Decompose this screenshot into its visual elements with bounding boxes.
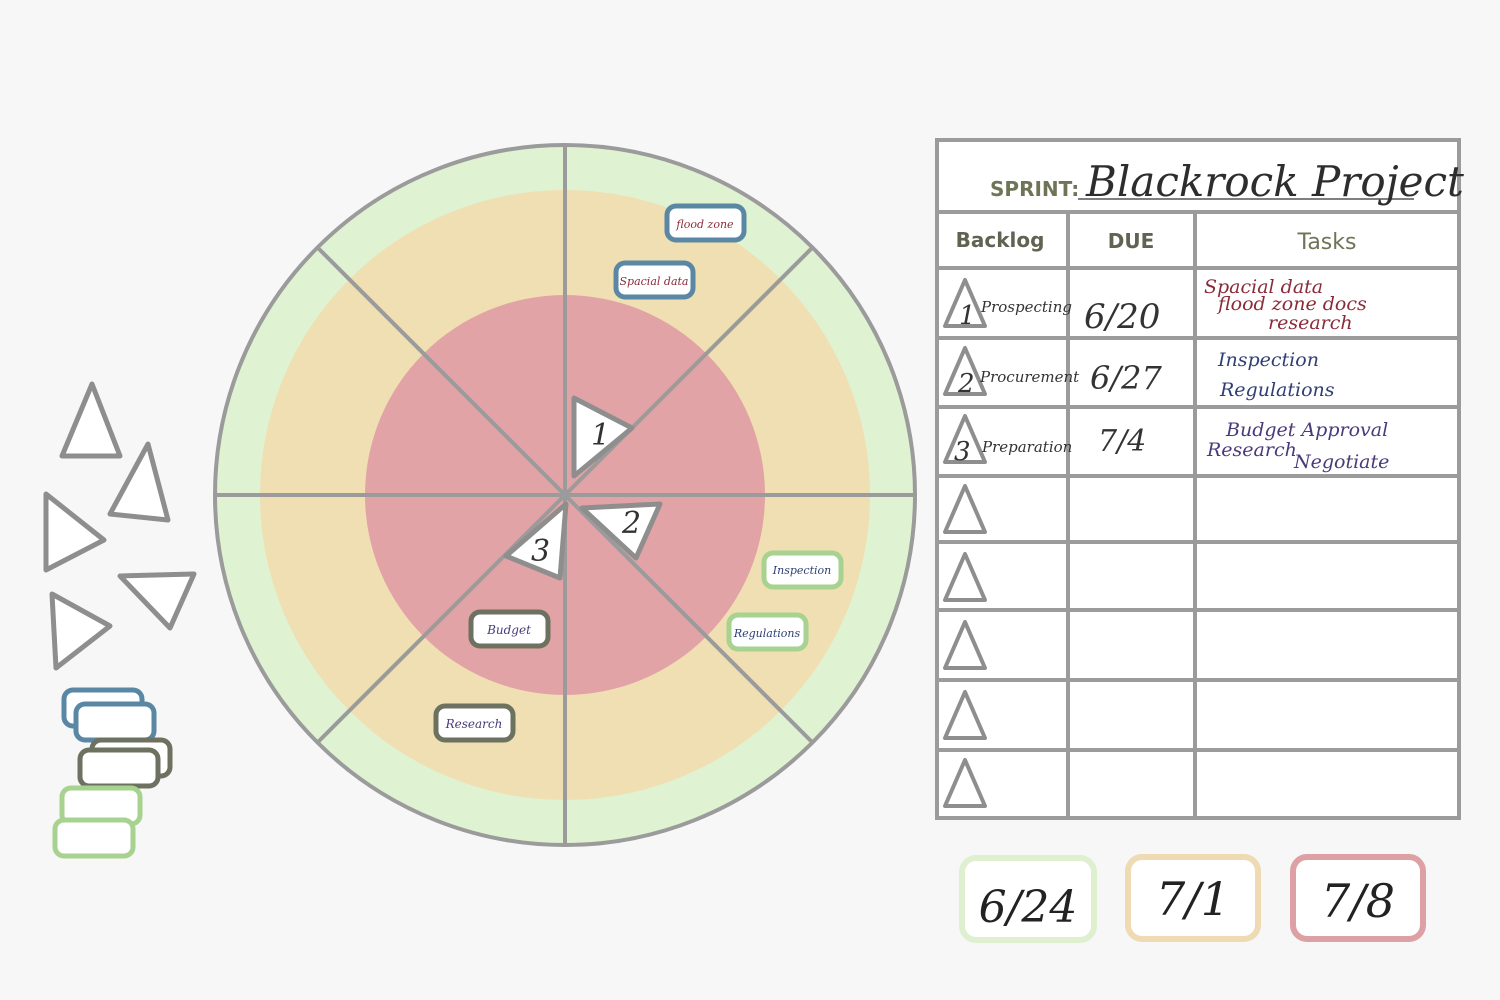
legend-outer-label: 6/24 xyxy=(979,882,1078,933)
wheel-tag-spacial-data[interactable]: Spacial data xyxy=(613,260,696,300)
row-1-task-2: flood zone docs xyxy=(1216,293,1367,315)
loose-marker-5[interactable] xyxy=(49,591,113,671)
wheel-marker-3[interactable]: 3 xyxy=(503,501,569,581)
row-markers xyxy=(943,278,987,808)
row-3-task-1: Budget Approval xyxy=(1225,419,1388,441)
wheel-tag-inspection[interactable]: Inspection xyxy=(761,550,844,590)
loose-marker-4[interactable] xyxy=(117,571,197,631)
row-3-item: Preparation xyxy=(981,438,1072,456)
legend-middle-ring[interactable]: 7/1 xyxy=(1125,854,1261,942)
wheel-marker-1[interactable]: 1 xyxy=(571,395,635,479)
wheel-tag-research[interactable]: Research xyxy=(433,703,516,743)
legend-inner-label: 7/8 xyxy=(1321,874,1395,928)
sprint-table: SPRINT: Blackrock Project Backlog DUE Ta… xyxy=(935,138,1464,820)
row-1-num: 1 xyxy=(959,301,976,331)
wheel-marker-2[interactable]: 2 xyxy=(579,501,663,561)
row-3-num: 3 xyxy=(954,437,971,467)
loose-tag-green-2[interactable] xyxy=(52,817,136,859)
row-3-due: 7/4 xyxy=(1098,424,1146,459)
row-marker-6 xyxy=(943,620,987,670)
row-3-task-3: Negotiate xyxy=(1293,451,1389,473)
row-marker-3 xyxy=(943,414,987,464)
legend-inner-ring[interactable]: 7/8 xyxy=(1290,854,1426,942)
wheel-tag-flood-zone-label: flood zone xyxy=(675,218,734,231)
table-grid xyxy=(937,210,1459,818)
wheel-tag-regulations-label: Regulations xyxy=(733,627,801,640)
wheel-tag-budget-label: Budget xyxy=(486,623,531,637)
row-2-due: 6/27 xyxy=(1090,359,1163,397)
sprint-name[interactable]: Blackrock Project xyxy=(1085,157,1464,206)
sprint-label: SPRINT: xyxy=(990,177,1079,201)
wheel-dividers xyxy=(215,145,915,845)
legend-outer-ring[interactable]: 6/24 xyxy=(959,855,1097,943)
loose-marker-2[interactable] xyxy=(107,441,171,523)
loose-tags xyxy=(52,687,173,859)
row-1-task-1: Spacial data xyxy=(1204,276,1323,298)
row-1-item: Prospecting xyxy=(980,298,1072,316)
wheel-tag-spacial-data-label: Spacial data xyxy=(620,275,689,288)
header-backlog: Backlog xyxy=(956,228,1045,252)
row-1-task-3: research xyxy=(1268,312,1353,334)
row-marker-7 xyxy=(943,690,987,740)
legend-middle-label: 7/1 xyxy=(1156,872,1230,926)
wheel-marker-1-label: 1 xyxy=(591,418,610,453)
row-marker-1 xyxy=(943,278,987,328)
loose-tag-olive-2[interactable] xyxy=(77,747,161,789)
wheel-tag-flood-zone[interactable]: flood zone xyxy=(664,203,747,243)
header-tasks: Tasks xyxy=(1297,230,1357,255)
row-3-task-2: Research xyxy=(1206,439,1297,461)
loose-marker-1[interactable] xyxy=(59,381,123,459)
loose-tag-blue-2[interactable] xyxy=(73,701,157,743)
row-2-item: Procurement xyxy=(979,368,1080,386)
wheel-tag-regulations[interactable]: Regulations xyxy=(726,612,809,652)
header-due: DUE xyxy=(1108,229,1155,253)
row-marker-4 xyxy=(943,484,987,534)
row-2-task-2: Regulations xyxy=(1219,379,1335,401)
wheel-tag-inspection-label: Inspection xyxy=(772,564,831,577)
row-2-task-1: Inspection xyxy=(1217,349,1319,371)
sprint-wheel xyxy=(213,143,917,847)
loose-marker-3[interactable] xyxy=(43,491,107,573)
loose-markers xyxy=(43,381,197,671)
row-1-due: 6/20 xyxy=(1084,297,1160,337)
wheel-tag-research-label: Research xyxy=(445,717,503,731)
wheel-marker-2-label: 2 xyxy=(621,506,641,541)
legend: 6/24 7/1 7/8 xyxy=(959,854,1426,943)
row-2-num: 2 xyxy=(957,369,975,399)
wheel-marker-3-label: 3 xyxy=(531,534,550,569)
wheel-tag-budget[interactable]: Budget xyxy=(468,609,551,649)
row-marker-8 xyxy=(943,758,987,808)
row-marker-5 xyxy=(943,552,987,602)
row-marker-2 xyxy=(943,346,987,396)
